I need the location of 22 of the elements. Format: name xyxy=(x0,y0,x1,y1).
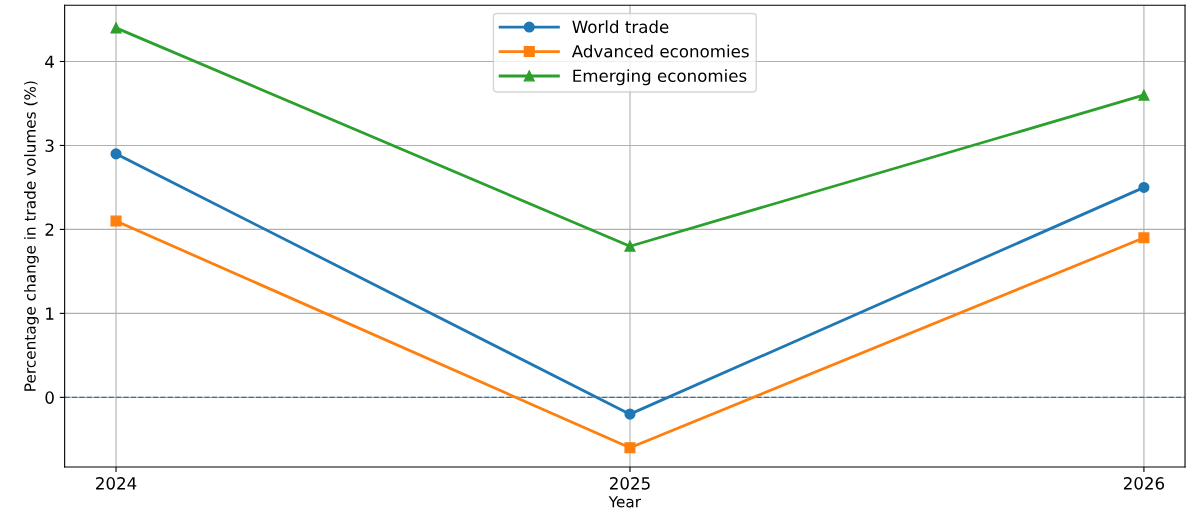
x-tick-label: 2025 xyxy=(609,477,650,490)
point xyxy=(1138,89,1150,101)
point xyxy=(624,408,636,420)
x-tick-label: 2026 xyxy=(1123,477,1165,490)
legend-label: World trade xyxy=(572,20,669,34)
y-tick-label: 3 xyxy=(45,139,54,153)
y-axis-title: Percentage change in trade volumes (%) xyxy=(23,81,39,391)
point xyxy=(110,215,122,227)
legend-label: Emerging economies xyxy=(573,69,747,86)
point xyxy=(1138,181,1150,193)
point xyxy=(110,148,122,160)
point xyxy=(110,22,122,34)
legend-label: Advanced economies xyxy=(571,44,749,58)
y-tick-label: 1 xyxy=(46,307,54,320)
x-axis-title: Year xyxy=(608,496,642,508)
point xyxy=(624,442,636,454)
y-tick-label: 4 xyxy=(45,55,54,68)
x-tick-label: 2024 xyxy=(96,477,137,490)
point xyxy=(624,240,636,252)
point xyxy=(1138,232,1150,244)
y-tick-label: 0 xyxy=(45,391,54,404)
y-tick-label: 2 xyxy=(45,223,54,236)
